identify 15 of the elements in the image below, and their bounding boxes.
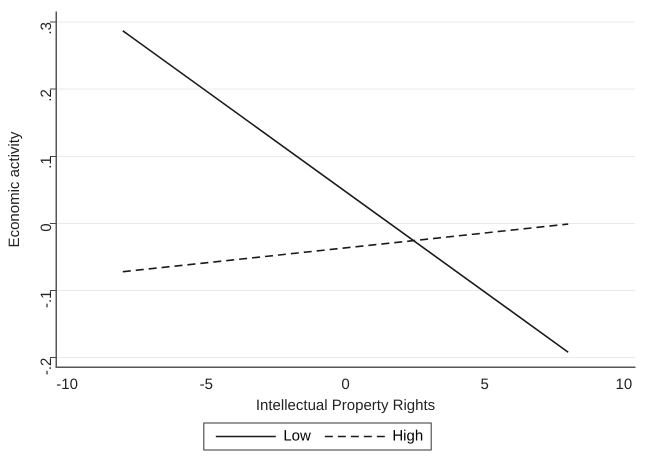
x-axis-title: Intellectual Property Rights [256, 397, 436, 414]
y-tick-label: .1 [38, 156, 56, 169]
x-tick-label: 5 [480, 376, 489, 394]
x-tick-label: -5 [200, 376, 213, 394]
x-tick-label: 10 [616, 376, 632, 394]
y-tick-label: -.1 [38, 290, 56, 308]
legend-label: High [392, 428, 424, 445]
x-tick-label: 0 [341, 376, 350, 394]
y-tick-label: 0 [38, 223, 56, 232]
legend-label: Low [283, 428, 311, 445]
y-tick-label: .3 [38, 22, 56, 35]
x-tick-label: -10 [56, 376, 78, 394]
y-tick-label: .2 [38, 89, 56, 102]
y-tick-label: -.2 [38, 358, 56, 376]
y-axis-title: Economic activity [6, 131, 24, 248]
